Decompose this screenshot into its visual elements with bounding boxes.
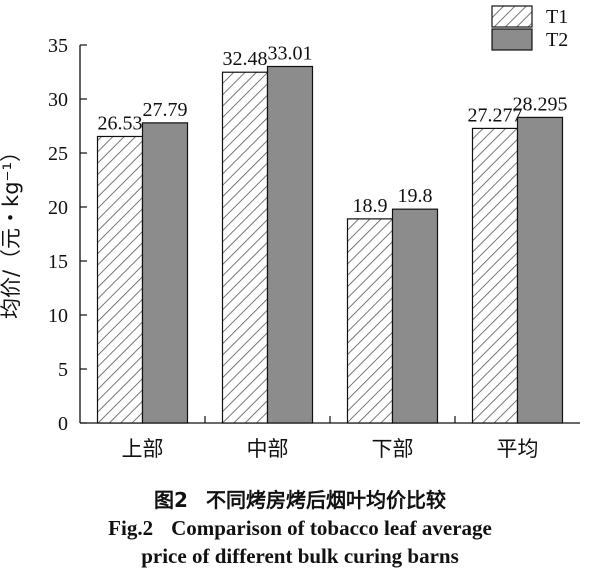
data-label-t1: 18.9 xyxy=(353,195,388,217)
bar-t1 xyxy=(471,127,519,424)
x-category-label: 中部 xyxy=(247,437,289,461)
y-tick-label: 35 xyxy=(48,35,68,57)
y-tick-label: 0 xyxy=(58,413,68,435)
y-tick-label: 25 xyxy=(48,143,68,165)
bar-t2 xyxy=(516,116,564,424)
data-label-t1: 32.48 xyxy=(223,48,268,70)
legend-swatch-t1 xyxy=(491,5,533,28)
x-category-label: 平均 xyxy=(497,437,539,461)
caption-en-number: Fig.2 xyxy=(108,516,154,540)
caption-en-title-line2: price of different bulk curing barns xyxy=(141,544,459,568)
legend-label-t1: T1 xyxy=(546,6,568,28)
x-category-label: 上部 xyxy=(122,437,164,461)
y-axis-label: 均价/（元・kg⁻¹） xyxy=(0,141,23,319)
bar-t2 xyxy=(141,122,189,424)
x-category-label: 下部 xyxy=(372,437,414,461)
y-tick-label: 30 xyxy=(48,89,68,111)
bar-t1 xyxy=(96,135,144,424)
data-label-t2: 28.295 xyxy=(513,93,568,115)
data-label-t1: 27.277 xyxy=(468,104,523,126)
bar-t1 xyxy=(221,71,269,424)
data-label-t2: 27.79 xyxy=(143,99,188,121)
caption-en-line1: Fig.2 Comparison of tobacco leaf average xyxy=(0,516,600,541)
y-tick-label: 15 xyxy=(48,251,68,273)
legend-swatch-t2 xyxy=(491,28,533,51)
bar-t1 xyxy=(346,218,394,424)
caption-en-line2: price of different bulk curing barns xyxy=(0,544,600,569)
caption-cn-title: 不同烤房烤后烟叶均价比较 xyxy=(205,488,446,512)
caption-cn-number: 图2 xyxy=(154,488,188,512)
y-tick-label: 20 xyxy=(48,197,68,219)
y-tick-label: 5 xyxy=(58,359,68,381)
data-label-t1: 26.53 xyxy=(98,112,143,134)
legend-label-t2: T2 xyxy=(546,29,568,51)
caption-cn: 图2 不同烤房烤后烟叶均价比较 xyxy=(0,484,600,513)
caption-en-title-line1: Comparison of tobacco leaf average xyxy=(171,516,492,540)
bar-t2 xyxy=(266,65,314,424)
bar-t2 xyxy=(391,208,439,424)
data-label-t2: 19.8 xyxy=(398,185,433,207)
y-tick-label: 10 xyxy=(48,305,68,327)
data-label-t2: 33.01 xyxy=(268,42,313,64)
